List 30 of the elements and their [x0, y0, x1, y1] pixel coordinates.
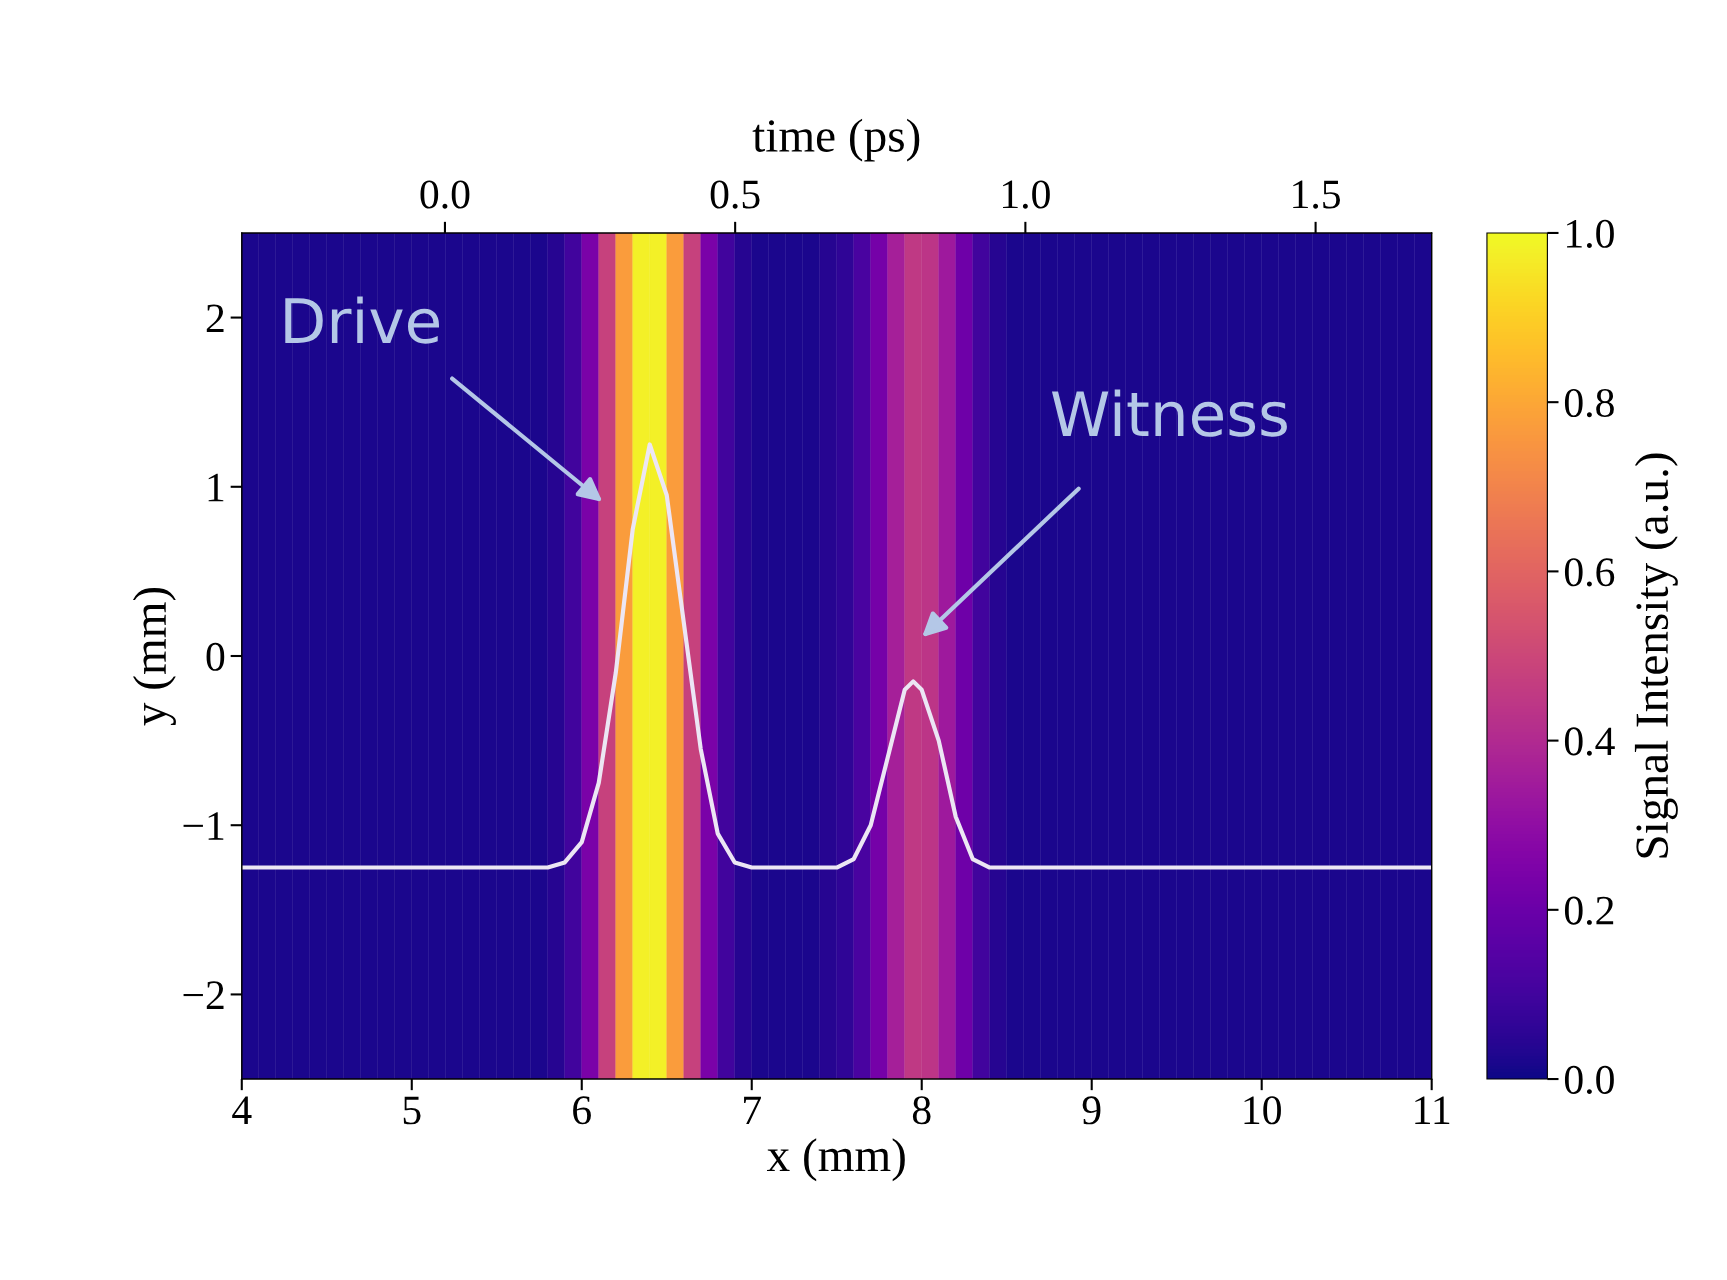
- x-tick-label: 9: [1082, 1096, 1101, 1125]
- y-tick-label: −1: [183, 812, 224, 840]
- x-tick-label: 11: [1415, 1096, 1450, 1124]
- x-tick-label: 5: [403, 1096, 421, 1125]
- x2-tick-label: 1.0: [1003, 180, 1050, 209]
- y-tick-label: 1: [208, 473, 224, 502]
- x2-tick-label: 1.5: [1293, 180, 1341, 209]
- annotation: Witness: [1051, 389, 1287, 437]
- x-tick-label: 8: [912, 1096, 931, 1125]
- x-tick-label: 7: [744, 1096, 761, 1124]
- x2-tick-label: 0.0: [420, 180, 470, 209]
- x-axis-title: x (mm): [766, 1138, 905, 1182]
- x-tick-label: 10: [1244, 1096, 1281, 1125]
- color-bar-label: 0.8: [1564, 388, 1614, 418]
- color-bar-label: 0.2: [1564, 896, 1614, 925]
- x-tick-label: 6: [573, 1096, 591, 1125]
- y-tick-label: 2: [206, 304, 224, 333]
- y-tick-label: 0: [206, 642, 225, 671]
- x2-tick-label: 0.5: [710, 180, 760, 209]
- y-axis-title: y (mm): [132, 587, 176, 726]
- y-tick-label: −2: [183, 981, 224, 1009]
- x2-axis-title: time (ps): [752, 118, 920, 162]
- color-bar-label: 1.0: [1567, 219, 1614, 249]
- line-series: [241, 442, 1432, 870]
- color-bar-label: 0.6: [1564, 558, 1615, 587]
- color-bar-title: Signal Intensity (a.u.): [1634, 453, 1678, 858]
- color-bar-label: 0.4: [1564, 727, 1615, 756]
- annotation: Drive: [285, 296, 439, 344]
- x-tick-label: 4: [232, 1096, 252, 1124]
- color-bar-label: 0.0: [1564, 1065, 1614, 1095]
